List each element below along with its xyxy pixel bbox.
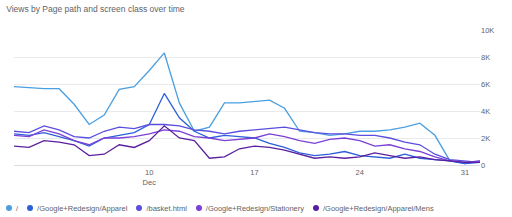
svg-text:31: 31 <box>461 168 469 177</box>
svg-text:6K: 6K <box>481 80 490 89</box>
svg-text:Views by Page path and screen: Views by Page path and screen class over… <box>6 4 185 14</box>
html-text:/Google+Redesign/Apparel: /Google+Redesign/Apparel <box>37 203 128 213</box>
svg-text:17: 17 <box>250 168 258 177</box>
svg-text:10K: 10K <box>481 26 494 35</box>
svg-text:4K: 4K <box>481 107 490 116</box>
html-text:/Google+Redesign/Apparel/Mens: /Google+Redesign/Apparel/Mens <box>323 203 434 213</box>
svg-text:8K: 8K <box>481 53 490 62</box>
html-text:/Google+Redesign/Stationery: /Google+Redesign/Stationery <box>205 203 304 213</box>
html-text:/basket.html: /basket.html <box>146 203 187 213</box>
svg-text:2K: 2K <box>481 134 490 143</box>
svg-text:24: 24 <box>356 168 364 177</box>
svg-text:0: 0 <box>481 161 485 170</box>
svg-text:10Dec: 10Dec <box>143 168 157 187</box>
